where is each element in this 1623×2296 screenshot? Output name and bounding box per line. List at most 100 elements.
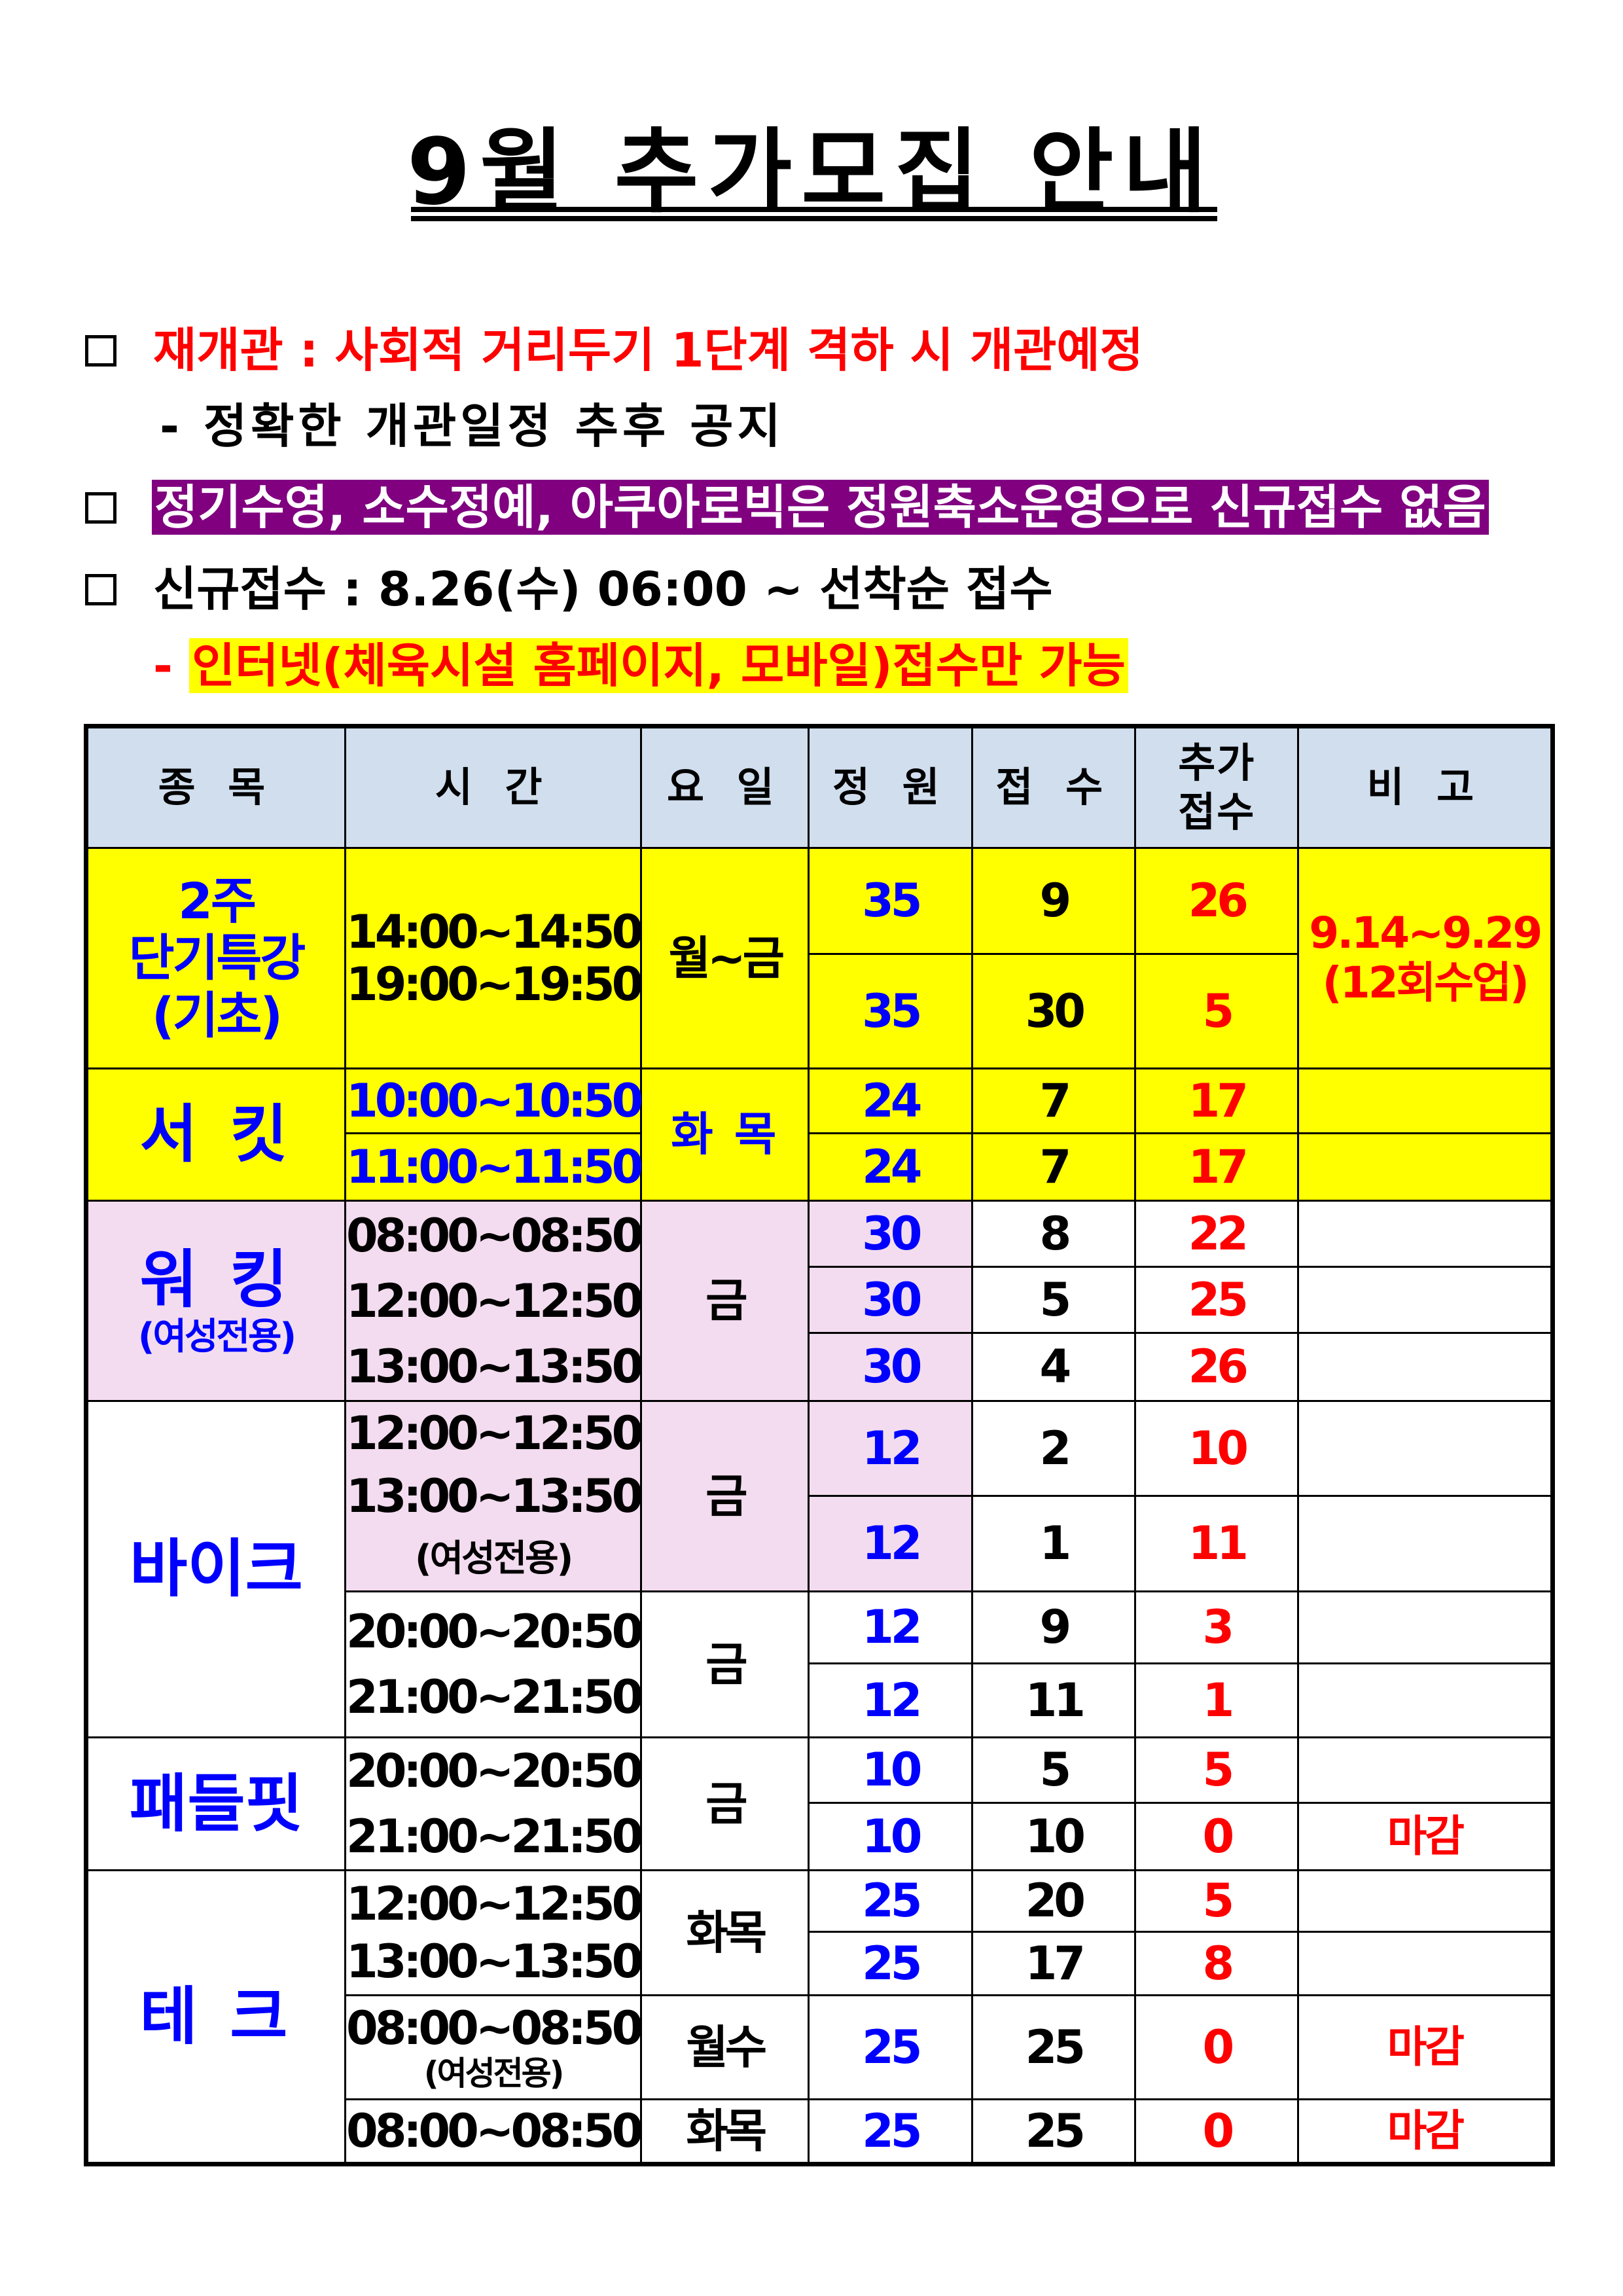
header-capacity: 정 원: [808, 725, 974, 849]
day-cell: 금: [640, 1590, 810, 1738]
additional-cell: 25: [1134, 1266, 1300, 1334]
capacity-cell: 25: [808, 1869, 974, 1933]
day-cell: 금: [640, 1200, 810, 1402]
notice-registration-date: 신규접수 : 8.26(수) 06:00 ~ 선착순 접수: [153, 562, 1053, 617]
title-underline: [411, 207, 1217, 212]
table-row: 테 크 12:00~12:50 13:00~13:50 화목 25 20 5: [85, 1869, 1554, 2165]
registered-cell: 25: [971, 2098, 1137, 2165]
capacity-cell: 25: [808, 2098, 974, 2165]
header-time: 시 간: [344, 725, 643, 849]
additional-cell: 17: [1134, 1132, 1300, 1202]
capacity-cell: 12: [808, 1400, 974, 1497]
registered-cell: 8: [971, 1200, 1137, 1268]
notice-no-new-registration: 정기수영, 소수정예, 아쿠아로빅은 정원축소운영으로 신규접수 없음: [152, 478, 1489, 537]
additional-cell: 1: [1134, 1662, 1300, 1738]
capacity-cell: 10: [808, 1802, 974, 1871]
additional-cell: 22: [1134, 1200, 1300, 1268]
additional-cell: 5: [1134, 1736, 1300, 1804]
time-cell: 12:00~12:50 13:00~13:50: [344, 1869, 643, 1996]
time-cell: 12:00~12:50 13:00~13:50 (여성전용): [344, 1400, 643, 1592]
registered-cell: 10: [971, 1802, 1137, 1871]
checkbox-bullet-icon: [85, 335, 116, 367]
registered-cell: 11: [971, 1662, 1137, 1738]
day-cell: 화목: [640, 1869, 810, 1996]
sport-cell: 워 킹 (여성전용): [85, 1200, 346, 1402]
closed-badge: 마감: [1297, 2098, 1554, 2165]
table-row: 10 10 0 마감: [86, 1802, 1554, 1871]
schedule-table: 종 목 시 간 요 일 정 원 접 수 추가 접수 비 고 2주 단기특강 (기초) …: [84, 724, 1556, 2166]
registered-cell: 1: [971, 1494, 1137, 1593]
additional-cell: 3: [1134, 1590, 1300, 1664]
time-cell: 08:00~08:50 12:00~12:50 13:00~13:50: [344, 1200, 643, 1402]
note-cell: [1297, 1132, 1554, 1202]
time-cell: 14:00~14:50 19:00~19:50: [344, 847, 643, 1069]
sport-cell: 바이크: [85, 1400, 346, 1738]
header-registered: 접 수: [971, 725, 1137, 849]
capacity-cell: 30: [808, 1200, 974, 1268]
additional-cell: 10: [1134, 1400, 1300, 1497]
capacity-cell: 12: [808, 1662, 974, 1738]
additional-cell: 11: [1134, 1494, 1300, 1593]
notice-reopen: 재개관 : 사회적 거리두기 1단계 격하 시 개관예정: [153, 323, 1143, 378]
day-cell: 금: [640, 1736, 810, 1871]
additional-cell: 17: [1134, 1067, 1300, 1134]
header-sport: 종 목: [85, 725, 346, 849]
table-row: 25 17 8: [86, 1931, 1554, 1996]
time-cell: 20:00~20:50 21:00~21:50: [344, 1590, 643, 1738]
table-row: 2주 단기특강 (기초) 14:00~14:50 19:00~19:50 월~금 35…: [85, 847, 1554, 1069]
notice-reopen-detail: - 정확한 개관일정 추후 공지: [160, 399, 785, 454]
day-cell: 월~금: [640, 847, 810, 1069]
registered-cell: 20: [971, 1869, 1137, 1933]
additional-cell: 26: [1134, 1332, 1300, 1402]
header-day: 요 일: [640, 725, 810, 849]
registered-cell: 7: [971, 1067, 1137, 1134]
additional-cell: 0: [1134, 2098, 1300, 2165]
table-row: 20:00~20:50 21:00~21:50 금 12 9 3: [86, 1590, 1554, 1738]
checkbox-bullet-icon: [85, 574, 116, 605]
additional-cell: 0: [1134, 1802, 1300, 1871]
notice-online-only: - 인터넷(체육시설 홈페이지, 모바일)접수만 가능: [153, 636, 1128, 695]
title-underline: [411, 216, 1217, 221]
checkbox-bullet-icon: [85, 492, 116, 524]
sport-cell: 테 크: [85, 1869, 346, 2165]
time-cell: 08:00~08:50: [344, 2098, 643, 2165]
table-row: 08:00~08:50 (여성전용) 월수 25 25 0 마감: [86, 1994, 1554, 2100]
table-row: 패들핏 20:00~20:50 21:00~21:50 금 10 5 5: [85, 1736, 1554, 1871]
table-header-row: 종 목 시 간 요 일 정 원 접 수 추가 접수 비 고: [85, 725, 1554, 849]
registered-cell: 9: [971, 847, 1137, 955]
capacity-cell: 10: [808, 1736, 974, 1804]
capacity-cell: 25: [808, 1994, 974, 2100]
table-row: 서 킷 10:00~10:50 화 목 24 7 17: [85, 1067, 1554, 1202]
registered-cell: 4: [971, 1332, 1137, 1402]
table-row: 11:00~11:50 24 7 17: [86, 1132, 1554, 1202]
table-row: 워 킹 (여성전용) 08:00~08:50 12:00~12:50 13:00~13…: [85, 1200, 1554, 1402]
time-cell: 08:00~08:50 (여성전용): [344, 1994, 643, 2100]
time-cell: 10:00~10:50: [344, 1067, 643, 1134]
capacity-cell: 24: [808, 1132, 974, 1202]
registered-cell: 17: [971, 1931, 1137, 1996]
registered-cell: 7: [971, 1132, 1137, 1202]
registered-cell: 5: [971, 1736, 1137, 1804]
table-row: 35 30 5: [86, 953, 1553, 1069]
registered-cell: 25: [971, 1994, 1137, 2100]
table-row: 08:00~08:50 화목 25 25 0 마감: [86, 2098, 1554, 2165]
additional-cell: 5: [1134, 1869, 1300, 1933]
registered-cell: 30: [971, 953, 1137, 1069]
sport-cell: 패들핏: [85, 1736, 346, 1871]
table-row: 30 4 26: [86, 1332, 1554, 1402]
day-cell: 화 목: [640, 1067, 810, 1202]
registered-cell: 2: [971, 1400, 1137, 1497]
additional-cell: 8: [1134, 1931, 1300, 1996]
capacity-cell: 35: [808, 953, 974, 1069]
note-cell: [1297, 1662, 1554, 1738]
table-row: 바이크 12:00~12:50 13:00~13:50 (여성전용) 금 12 2 …: [85, 1400, 1554, 1738]
day-cell: 금: [640, 1400, 810, 1592]
closed-badge: 마감: [1297, 1994, 1554, 2100]
note-cell: [1297, 1494, 1554, 1593]
sport-cell: 서 킷: [85, 1067, 346, 1202]
time-cell: 11:00~11:50: [344, 1132, 643, 1202]
note-cell: [1297, 1067, 1554, 1134]
additional-cell: 26: [1134, 847, 1300, 955]
capacity-cell: 35: [808, 847, 974, 955]
table-row: 12 1 11: [86, 1494, 1554, 1593]
